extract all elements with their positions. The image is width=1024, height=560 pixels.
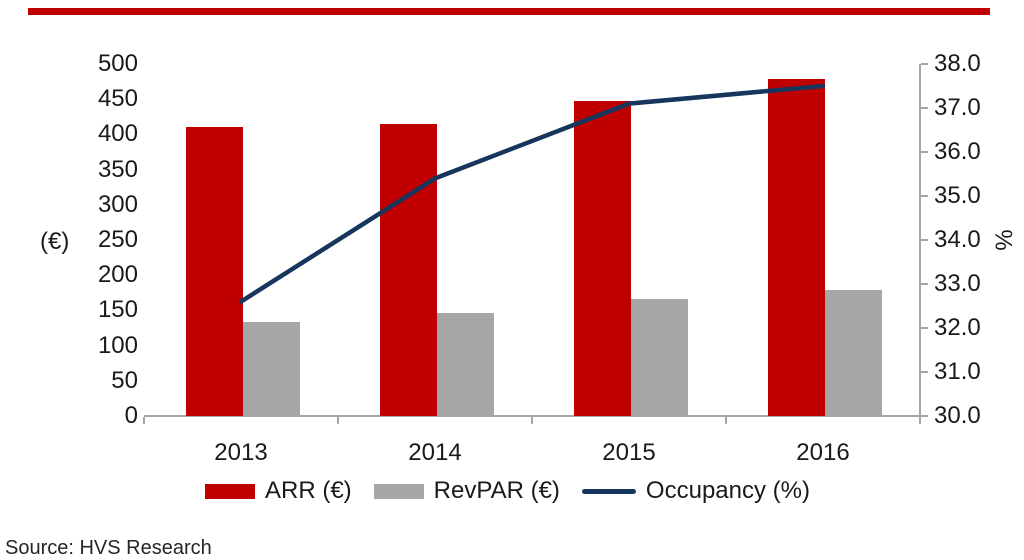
occupancy-legend-line-swatch (581, 488, 636, 494)
right-axis-tick-37.0: 37.0 (934, 94, 981, 121)
revpar-bar-2016 (825, 289, 882, 416)
left-axis-tick-100: 100 (97, 331, 138, 359)
legend-item-occupancy: Occupancy (%) (581, 477, 810, 504)
arr-bar-2014 (380, 123, 437, 416)
top-red-rule (28, 8, 990, 15)
arr-bar-2015 (574, 100, 631, 416)
left-axis-tick-200: 200 (97, 261, 138, 289)
right-axis-tick-32.0: 32.0 (934, 314, 981, 341)
arr-bar-2013 (186, 127, 243, 416)
x-axis-tick (919, 417, 921, 424)
right-axis-tick-34.0: 34.0 (934, 226, 981, 253)
left-axis-tick-250: 250 (97, 226, 138, 253)
right-axis-tick-mark (921, 371, 928, 373)
right-y-axis-line (919, 64, 921, 418)
x-axis-label-2015: 2015 (602, 439, 656, 466)
right-axis-tick-mark (921, 283, 928, 285)
revpar-legend-label: RevPAR (€) (433, 477, 560, 504)
right-axis-tick-mark (921, 151, 928, 153)
right-axis-tick-mark (921, 327, 928, 329)
x-axis-label-2014: 2014 (408, 439, 462, 466)
left-axis-tick-50: 50 (111, 366, 138, 394)
right-axis-tick-35.0: 35.0 (934, 182, 981, 209)
left-axis-tick-0: 0 (124, 402, 138, 429)
source-attribution: Source: HVS Research (5, 537, 212, 559)
legend-item-revpar: RevPAR (€) (373, 477, 560, 504)
x-axis-tick (143, 417, 145, 424)
right-axis-tick-31.0: 31.0 (934, 358, 981, 385)
arr-bar-2016 (768, 79, 825, 416)
occupancy-line (238, 83, 826, 304)
right-axis-tick-38.0: 38.0 (934, 50, 981, 77)
x-axis-label-2016: 2016 (796, 439, 850, 466)
right-axis-tick-36.0: 36.0 (934, 138, 981, 165)
x-axis-line (144, 415, 922, 417)
right-axis-tick-mark (921, 107, 928, 109)
left-axis-tick-150: 150 (97, 296, 138, 324)
revpar-legend-swatch (373, 483, 424, 499)
arr-legend-swatch (205, 483, 255, 499)
left-axis-tick-500: 500 (97, 50, 138, 77)
right-axis-tick-mark (921, 239, 928, 241)
x-axis-tick (725, 417, 727, 424)
left-axis-tick-450: 450 (97, 85, 138, 113)
x-axis-label-2013: 2013 (214, 439, 268, 466)
left-axis-tick-300: 300 (97, 190, 138, 218)
left-axis-tick-400: 400 (97, 120, 138, 148)
revpar-bar-2013 (243, 322, 300, 416)
x-axis-tick (337, 417, 339, 424)
left-axis-unit-label: (€) (40, 228, 70, 255)
legend-item-arr: ARR (€) (205, 478, 352, 504)
left-axis-tick-350: 350 (97, 155, 138, 183)
right-axis-tick-mark (921, 63, 928, 65)
right-axis-tick-30.0: 30.0 (934, 402, 981, 429)
chart-legend: ARR (€) RevPAR (€) Occupancy (%) (205, 477, 810, 505)
x-axis-tick (531, 417, 533, 424)
arr-legend-label: ARR (€) (265, 477, 352, 504)
occupancy-legend-label: Occupancy (%) (645, 477, 810, 504)
revpar-bar-2014 (437, 312, 494, 416)
revpar-bar-2015 (631, 299, 688, 416)
right-axis-tick-33.0: 33.0 (934, 270, 981, 297)
right-axis-tick-mark (921, 195, 928, 197)
right-axis-tick-mark (921, 415, 928, 417)
